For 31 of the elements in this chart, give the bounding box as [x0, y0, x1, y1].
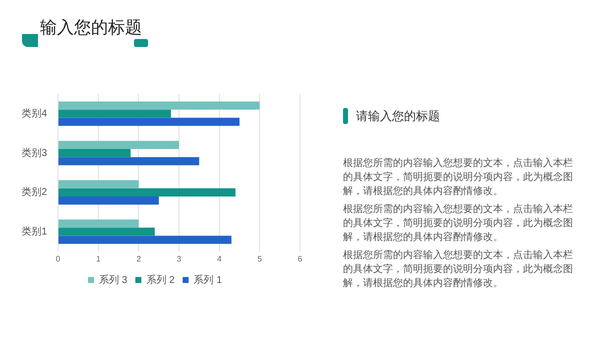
bar	[58, 140, 179, 149]
bar	[58, 148, 131, 158]
chart-title: 输入您的标题	[40, 17, 142, 39]
x-tick-label: 3	[176, 254, 182, 264]
bar	[58, 180, 139, 188]
text: 请输入您的标题	[356, 109, 440, 123]
bar	[58, 101, 260, 110]
text: 根据您所需的内容输入您想要的文本，点击输入本栏的具体文字，简明扼要的说明分项内容，此为概念图解，请根据您的具体内容酌情修改。	[343, 203, 573, 245]
bar	[58, 236, 232, 244]
bar	[58, 110, 171, 118]
bar	[58, 196, 159, 205]
x-tick-label: 1	[96, 254, 102, 264]
text: 根据您所需的内容输入您想要的文本，点击输入本栏的具体文字，简明扼要的说明分项内容，此为概念图解，请根据您的具体内容酌情修改。	[343, 249, 573, 291]
x-tick-label: 4	[217, 254, 222, 264]
x-tick-label: 0	[56, 254, 61, 264]
y-tick-label: 类别4	[21, 107, 48, 120]
text: 根据您所需的内容输入您想要的文本，点击输入本栏的具体文字，简明扼要的说明分项内容，此为概念图解，请根据您的具体内容酌情修改。	[343, 157, 573, 199]
y-tick-label: 类别3	[21, 146, 48, 159]
x-tick-label: 2	[136, 254, 142, 264]
legend-label: 系列 1	[194, 274, 222, 286]
y-tick-label: 类别1	[21, 225, 48, 238]
x-tick-label: 6	[298, 254, 303, 264]
legend-label: 系列 2	[146, 274, 176, 286]
y-tick-label: 类别2	[21, 186, 48, 198]
bar	[58, 228, 155, 236]
bar	[58, 188, 236, 196]
legend-label: 系列 3	[98, 274, 128, 286]
bar	[58, 220, 139, 228]
bar	[58, 157, 200, 166]
x-tick-label: 5	[257, 254, 262, 264]
bar	[58, 118, 240, 126]
